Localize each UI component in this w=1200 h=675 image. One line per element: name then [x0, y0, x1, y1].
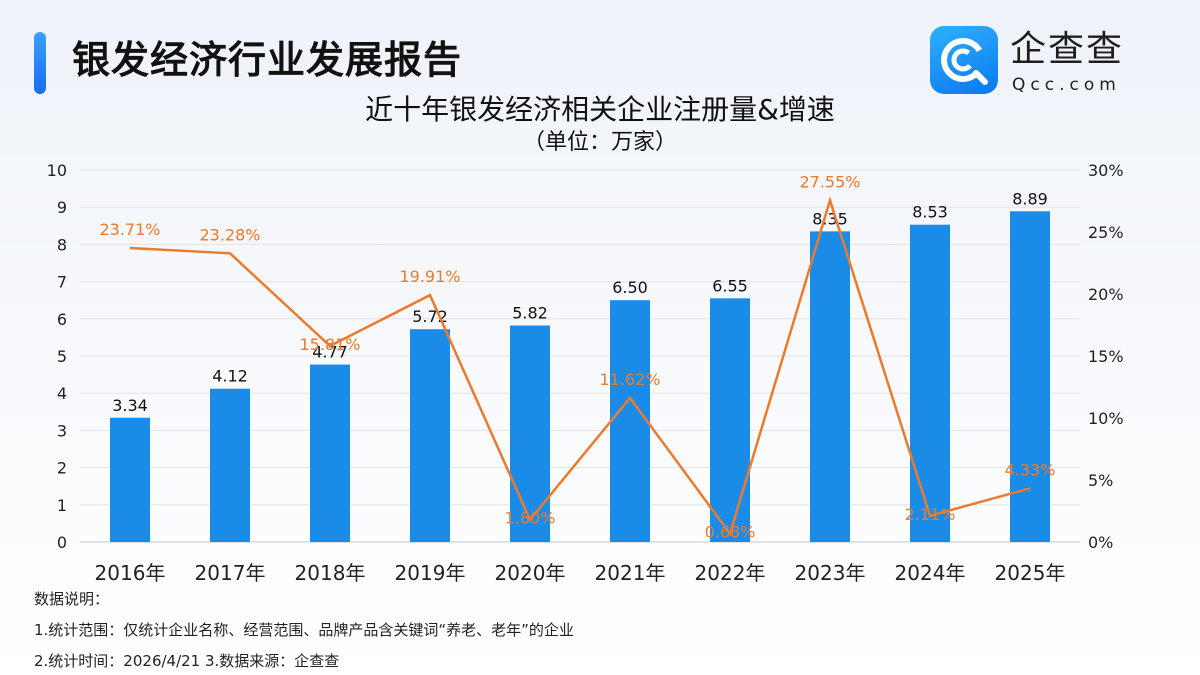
y-left-tick-label: 2	[57, 459, 67, 478]
y-left-tick-label: 1	[57, 496, 67, 515]
x-tick-label: 2018年	[295, 561, 366, 585]
bar	[310, 364, 350, 542]
logo-domain: Qcc.com	[1012, 75, 1121, 95]
notes-heading: 数据说明：	[34, 590, 110, 608]
bar	[610, 300, 650, 542]
x-tick-label: 2022年	[695, 561, 766, 585]
growth-rate-label: 27.55%	[799, 172, 860, 191]
bar	[710, 298, 750, 542]
y-left-tick-label: 7	[57, 273, 67, 292]
x-tick-label: 2023年	[795, 561, 866, 585]
growth-rate-label: 23.28%	[199, 225, 260, 244]
growth-rate-label: 2.11%	[905, 505, 956, 524]
y-left-tick-label: 3	[57, 421, 67, 440]
bar	[210, 388, 250, 542]
y-left-tick-label: 10	[47, 161, 67, 180]
x-tick-label: 2019年	[395, 561, 466, 585]
data-notes: 数据说明： 1.统计范围：仅统计企业名称、经营范围、品牌产品含关键词“养老、老年…	[34, 584, 574, 675]
title-accent-bar	[34, 32, 46, 94]
growth-rate-label: 19.91%	[399, 267, 460, 286]
bar	[410, 329, 450, 542]
notes-line-1: 1.统计范围：仅统计企业名称、经营范围、品牌产品含关键词“养老、老年”的企业	[34, 621, 574, 639]
x-tick-label: 2017年	[195, 561, 266, 585]
x-tick-label: 2020年	[495, 561, 566, 585]
bar-value-label: 8.35	[812, 209, 848, 228]
y-right-tick-label: 0%	[1088, 533, 1113, 552]
x-tick-label: 2024年	[895, 561, 966, 585]
page-title: 银发经济行业发展报告	[72, 38, 463, 82]
y-right-tick-label: 30%	[1088, 161, 1124, 180]
bar-value-label: 6.50	[612, 278, 648, 297]
bar-value-label: 4.77	[312, 343, 348, 362]
bar	[510, 325, 550, 542]
bar	[1010, 211, 1050, 543]
y-left-tick-label: 6	[57, 310, 67, 329]
chart-title: 近十年银发经济相关企业注册量&增速	[365, 93, 835, 126]
growth-rate-label: 0.68%	[705, 523, 756, 542]
growth-rate-label: 15.81%	[299, 335, 360, 354]
y-right-tick-label: 25%	[1088, 223, 1124, 242]
bar-value-label: 5.82	[512, 303, 548, 322]
bar-value-label: 3.34	[112, 396, 148, 415]
y-left-tick-label: 0	[57, 533, 67, 552]
y-left-tick-label: 5	[57, 347, 67, 366]
bar	[910, 224, 950, 542]
x-tick-label: 2016年	[95, 561, 166, 585]
y-left-tick-label: 8	[57, 235, 67, 254]
bar-value-label: 8.53	[912, 203, 948, 222]
qcc-logo-icon	[930, 26, 998, 94]
bar	[110, 417, 150, 542]
bar-value-label: 6.55	[712, 276, 748, 295]
growth-rate-label: 11.62%	[599, 370, 660, 389]
y-right-tick-label: 5%	[1088, 471, 1113, 490]
qcc-logo: 企查查 Qcc.com	[930, 26, 1170, 100]
y-right-tick-label: 10%	[1088, 409, 1124, 428]
logo-name: 企查查	[1010, 29, 1125, 70]
y-left-tick-label: 9	[57, 198, 67, 217]
growth-rate-line	[129, 196, 1031, 537]
x-tick-label: 2021年	[595, 561, 666, 585]
y-right-tick-label: 20%	[1088, 285, 1124, 304]
bar-value-label: 4.12	[212, 367, 248, 386]
chart-subtitle: （单位：万家）	[522, 130, 677, 155]
growth-rate-label: 1.80%	[505, 509, 556, 528]
bar-value-label: 5.72	[412, 307, 448, 326]
bar	[810, 231, 850, 542]
growth-rate-label: 23.71%	[99, 220, 160, 239]
notes-line-2: 2.统计时间：2026/4/21 3.数据来源：企查查	[34, 652, 340, 670]
growth-rate-label: 4.33%	[1005, 460, 1056, 479]
x-tick-label: 2025年	[995, 561, 1066, 585]
y-left-tick-label: 4	[57, 384, 67, 403]
y-right-tick-label: 15%	[1088, 347, 1124, 366]
bar-value-label: 8.89	[1012, 189, 1048, 208]
